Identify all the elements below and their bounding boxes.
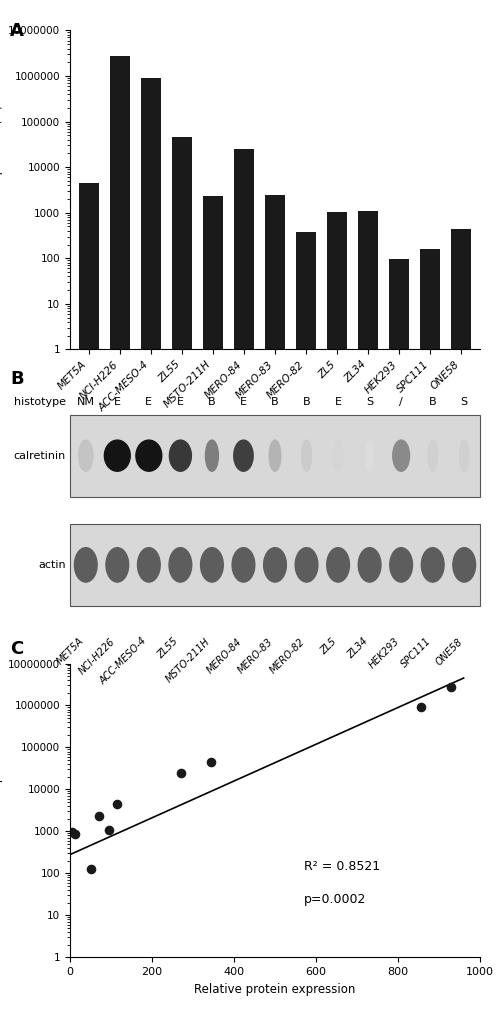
Ellipse shape xyxy=(169,548,192,582)
Text: E: E xyxy=(146,397,152,407)
Text: SPC111: SPC111 xyxy=(399,636,432,670)
Ellipse shape xyxy=(200,548,224,582)
Text: B: B xyxy=(10,370,24,388)
Ellipse shape xyxy=(333,440,343,471)
Point xyxy=(105,823,113,839)
Text: B: B xyxy=(302,397,310,407)
Bar xyxy=(358,211,378,1013)
X-axis label: Relative protein expression: Relative protein expression xyxy=(194,983,356,996)
Ellipse shape xyxy=(206,440,218,471)
Text: S: S xyxy=(460,397,468,407)
Ellipse shape xyxy=(136,440,162,471)
Point xyxy=(448,679,456,695)
Ellipse shape xyxy=(422,548,444,582)
Ellipse shape xyxy=(264,548,286,582)
Text: histotype: histotype xyxy=(14,397,66,407)
Bar xyxy=(296,232,316,1013)
Ellipse shape xyxy=(428,440,438,471)
Text: p=0.0002: p=0.0002 xyxy=(304,892,366,906)
Ellipse shape xyxy=(106,548,128,582)
Point xyxy=(86,860,94,876)
Text: HEK293: HEK293 xyxy=(367,636,401,671)
Ellipse shape xyxy=(138,548,160,582)
Ellipse shape xyxy=(392,440,409,471)
Point xyxy=(68,824,76,840)
Ellipse shape xyxy=(170,440,192,471)
Bar xyxy=(452,229,471,1013)
Ellipse shape xyxy=(269,440,281,471)
Text: MERO-84: MERO-84 xyxy=(204,636,244,675)
Bar xyxy=(265,196,285,1013)
Bar xyxy=(420,249,440,1013)
Point xyxy=(208,754,216,770)
Point xyxy=(176,765,184,781)
Point xyxy=(113,796,121,812)
Text: B: B xyxy=(208,397,216,407)
Bar xyxy=(234,149,254,1013)
Ellipse shape xyxy=(234,440,253,471)
Point xyxy=(94,807,102,824)
Text: ACC-MESO-4: ACC-MESO-4 xyxy=(98,636,149,687)
Text: ZL34: ZL34 xyxy=(345,636,370,660)
Text: ZL55: ZL55 xyxy=(156,636,180,660)
Text: A: A xyxy=(10,22,24,41)
Text: calretinin: calretinin xyxy=(14,451,66,461)
Text: S: S xyxy=(366,397,373,407)
Ellipse shape xyxy=(302,440,312,471)
Text: E: E xyxy=(177,397,184,407)
Ellipse shape xyxy=(390,548,412,582)
Text: /: / xyxy=(400,397,403,407)
Text: MSTO-211H: MSTO-211H xyxy=(164,636,212,684)
Bar xyxy=(140,78,161,1013)
Text: actin: actin xyxy=(38,560,66,570)
Bar xyxy=(70,524,480,606)
Text: MET5A: MET5A xyxy=(55,636,86,667)
Point xyxy=(71,826,79,842)
Bar xyxy=(78,183,98,1013)
Point xyxy=(416,699,424,715)
Bar xyxy=(70,414,480,496)
Ellipse shape xyxy=(460,440,469,471)
Bar xyxy=(110,56,130,1013)
Text: R² = 0.8521: R² = 0.8521 xyxy=(304,860,380,873)
Text: ONE58: ONE58 xyxy=(434,636,464,667)
Text: NCI-H226: NCI-H226 xyxy=(78,636,118,676)
Ellipse shape xyxy=(78,440,93,471)
Text: E: E xyxy=(240,397,247,407)
Text: MERO-83: MERO-83 xyxy=(236,636,275,675)
Text: B: B xyxy=(271,397,279,407)
Ellipse shape xyxy=(326,548,349,582)
Text: E: E xyxy=(334,397,342,407)
Text: B: B xyxy=(429,397,436,407)
Ellipse shape xyxy=(295,548,318,582)
Text: ZL5: ZL5 xyxy=(318,636,338,656)
Ellipse shape xyxy=(453,548,475,582)
Bar xyxy=(203,197,223,1013)
Ellipse shape xyxy=(74,548,97,582)
Ellipse shape xyxy=(104,440,130,471)
Ellipse shape xyxy=(366,440,374,471)
Text: C: C xyxy=(10,640,23,658)
Bar xyxy=(389,259,409,1013)
Ellipse shape xyxy=(232,548,255,582)
Y-axis label: Relative mRNA expression: Relative mRNA expression xyxy=(0,732,2,888)
Text: NM: NM xyxy=(77,397,95,407)
Bar xyxy=(172,138,192,1013)
Bar xyxy=(327,212,347,1013)
Text: E: E xyxy=(114,397,121,407)
Y-axis label: Relative CALB2 expression (%): Relative CALB2 expression (%) xyxy=(0,104,2,276)
Text: MERO-82: MERO-82 xyxy=(268,636,306,675)
Ellipse shape xyxy=(358,548,381,582)
